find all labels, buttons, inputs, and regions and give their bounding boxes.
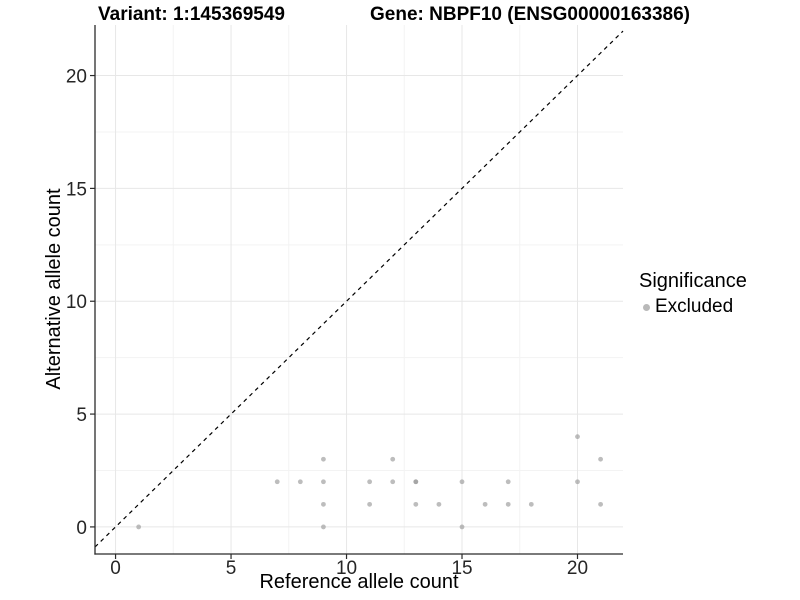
- axis-lines: [94, 25, 623, 555]
- data-point: [136, 524, 142, 530]
- data-point: [390, 456, 396, 462]
- y-tick-label: 20: [66, 67, 87, 88]
- data-point: [367, 501, 373, 507]
- legend-entry-label: Excluded: [655, 296, 734, 317]
- data-point: [321, 501, 326, 507]
- grid-minor: [95, 25, 623, 554]
- y-tick-label: 0: [76, 518, 87, 539]
- x-axis-title: Reference allele count: [259, 571, 459, 593]
- data-point: [413, 479, 419, 485]
- plot-title: Variant: 1:145369549 Gene: NBPF10 (ENSG0…: [0, 4, 800, 26]
- data-point: [413, 501, 419, 507]
- identity-line: [94, 30, 624, 548]
- y-tick-label: 15: [66, 179, 87, 200]
- tick-labels: 0 5 10 15 20 0 5 10 15 20: [66, 67, 588, 579]
- points-layer: [136, 434, 603, 530]
- data-point: [390, 479, 396, 485]
- data-point: [321, 479, 326, 485]
- data-point: [505, 501, 511, 507]
- y-tick-label: 5: [76, 405, 87, 426]
- data-point: [505, 479, 511, 485]
- plot-title-gene: Gene: NBPF10 (ENSG00000163386): [370, 4, 690, 25]
- data-point: [459, 479, 465, 485]
- data-point: [598, 456, 603, 462]
- data-point: [575, 434, 580, 440]
- legend-entry-excluded: Excluded: [637, 296, 747, 318]
- legend: Significance Excluded: [637, 270, 747, 318]
- x-tick-label: 0: [110, 558, 121, 579]
- legend-point-icon: [643, 303, 650, 311]
- data-point: [528, 501, 534, 507]
- y-axis-title: Alternative allele count: [43, 188, 65, 390]
- x-tick-label: 15: [451, 558, 472, 579]
- data-point: [274, 479, 280, 485]
- data-point: [482, 501, 488, 507]
- data-point: [436, 501, 442, 507]
- y-tick-label: 10: [66, 292, 87, 313]
- data-point: [459, 524, 465, 530]
- grid-major: [95, 25, 623, 554]
- data-point: [321, 456, 326, 462]
- x-tick-label: 5: [226, 558, 237, 579]
- axis-ticks: [90, 74, 579, 559]
- x-tick-label: 10: [336, 558, 357, 579]
- legend-title: Significance: [639, 270, 747, 292]
- data-point: [575, 479, 580, 485]
- plot-title-variant: Variant: 1:145369549: [98, 4, 285, 25]
- data-point: [598, 501, 603, 507]
- x-tick-label: 20: [567, 558, 588, 579]
- data-point: [367, 479, 373, 485]
- data-point: [297, 479, 303, 485]
- data-point: [321, 524, 326, 530]
